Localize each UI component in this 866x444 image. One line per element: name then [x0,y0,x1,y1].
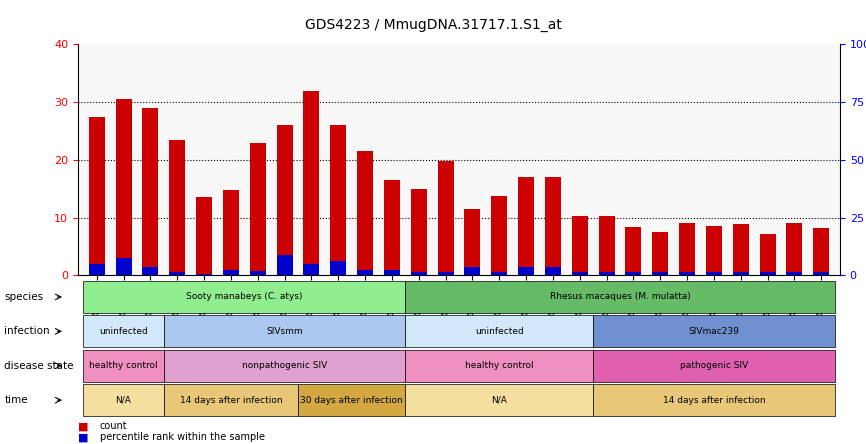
Text: Rhesus macaques (M. mulatta): Rhesus macaques (M. mulatta) [550,293,690,301]
Bar [196,274,212,275]
Bar [384,180,400,275]
Bar [330,125,346,275]
Bar [357,270,373,275]
Bar [249,143,266,275]
Bar [464,209,481,275]
Text: uninfected: uninfected [100,327,148,336]
Text: N/A: N/A [116,396,132,404]
Bar [518,266,534,275]
Bar [652,232,669,275]
Text: Sooty manabeys (C. atys): Sooty manabeys (C. atys) [186,293,302,301]
Text: GDS4223 / MmugDNA.31717.1.S1_at: GDS4223 / MmugDNA.31717.1.S1_at [305,18,561,32]
Bar [303,91,320,275]
Text: time: time [4,395,28,405]
Bar [786,223,803,275]
Text: healthy control: healthy control [89,361,158,370]
Bar [410,273,427,275]
Text: N/A: N/A [491,396,507,404]
Text: percentile rank within the sample: percentile rank within the sample [100,432,265,442]
Bar [88,264,105,275]
Bar [598,216,615,275]
Text: ■: ■ [78,421,88,431]
Text: 30 days after infection: 30 days after infection [301,396,403,404]
Bar [491,196,507,275]
Text: infection: infection [4,326,50,337]
Bar [223,190,239,275]
Bar [625,227,642,275]
Bar [464,266,481,275]
Text: SIVmac239: SIVmac239 [688,327,740,336]
Text: pathogenic SIV: pathogenic SIV [680,361,748,370]
Text: disease state: disease state [4,361,74,371]
Bar [88,117,105,275]
Bar [706,273,722,275]
Bar [169,273,185,275]
Bar [706,226,722,275]
Bar [410,189,427,275]
Bar [572,216,588,275]
Bar [223,270,239,275]
Bar [330,261,346,275]
Bar [384,270,400,275]
Text: 14 days after infection: 14 days after infection [662,396,766,404]
Text: 14 days after infection: 14 days after infection [179,396,282,404]
Text: ■: ■ [78,432,88,442]
Text: uninfected: uninfected [475,327,524,336]
Bar [276,255,293,275]
Bar [572,273,588,275]
Bar [169,139,185,275]
Bar [518,177,534,275]
Bar [625,273,642,275]
Text: healthy control: healthy control [465,361,533,370]
Bar [276,125,293,275]
Bar [437,161,454,275]
Bar [786,273,803,275]
Text: count: count [100,421,127,431]
Bar [491,273,507,275]
Text: species: species [4,292,43,302]
Bar [652,273,669,275]
Bar [142,108,158,275]
Bar [733,225,749,275]
Bar [733,273,749,275]
Bar [249,271,266,275]
Bar [759,273,776,275]
Bar [115,258,132,275]
Bar [679,223,695,275]
Text: SIVsmm: SIVsmm [266,327,303,336]
Bar [437,273,454,275]
Bar [115,99,132,275]
Bar [679,273,695,275]
Bar [196,197,212,275]
Bar [142,266,158,275]
Bar [303,264,320,275]
Text: nonpathogenic SIV: nonpathogenic SIV [242,361,327,370]
Bar [759,234,776,275]
Bar [813,273,830,275]
Bar [813,228,830,275]
Bar [357,151,373,275]
Bar [545,266,561,275]
Bar [545,177,561,275]
Bar [598,273,615,275]
